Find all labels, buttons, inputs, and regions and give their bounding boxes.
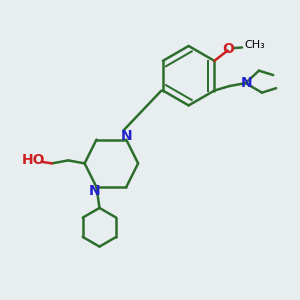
Text: N: N (241, 76, 252, 90)
Text: HO: HO (21, 153, 45, 167)
Text: N: N (121, 129, 133, 143)
Text: CH₃: CH₃ (244, 40, 265, 50)
Text: O: O (222, 42, 234, 56)
Text: N: N (89, 184, 101, 198)
